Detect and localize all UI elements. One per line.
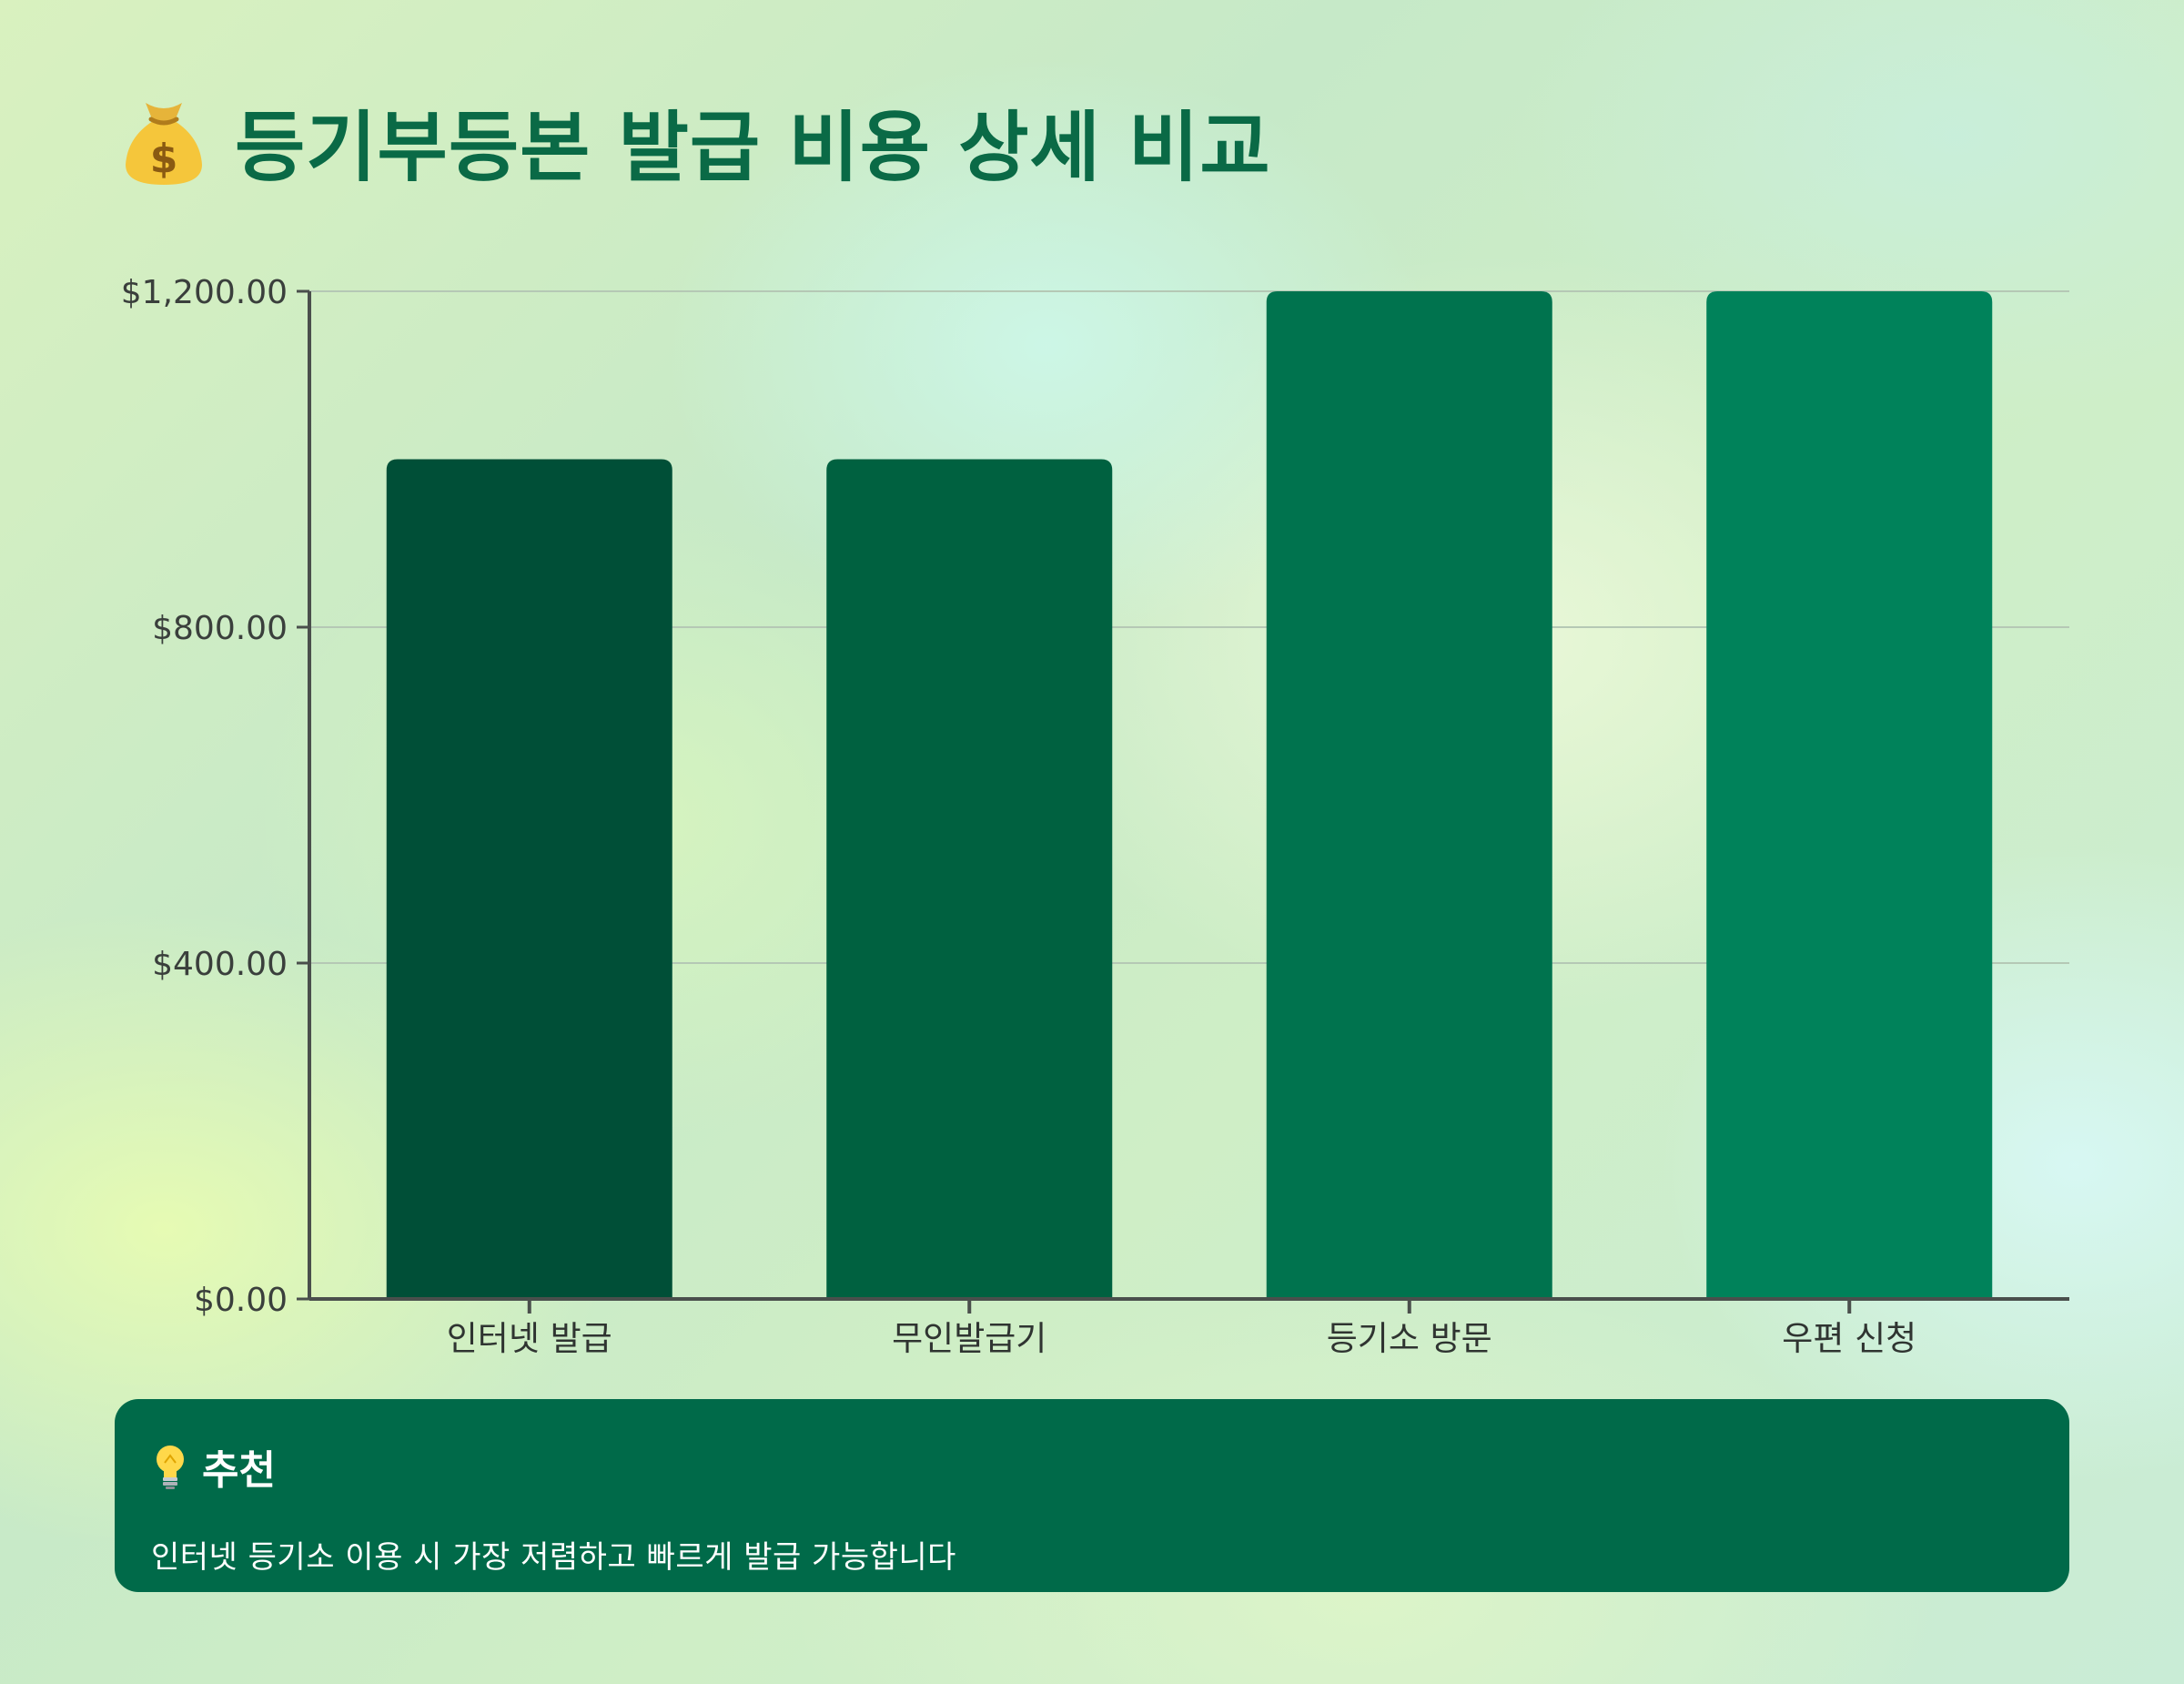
bar bbox=[1706, 291, 1993, 1299]
tick-labels: $0.00 $400.00 $800.00 $1,200.00 인터넷 발급 무인발급기 등… bbox=[121, 274, 1916, 1358]
chart-header: $ 등기부등본 발급 비용 상세 비교 bbox=[118, 91, 1271, 192]
lightbulb-icon bbox=[157, 1446, 184, 1489]
svg-text:$: $ bbox=[150, 136, 178, 182]
bar bbox=[386, 459, 672, 1299]
y-tick-label: $400.00 bbox=[152, 946, 288, 983]
x-tick-label: 등기소 방문 bbox=[1327, 1319, 1492, 1358]
axes bbox=[297, 289, 2069, 1314]
bar bbox=[1266, 291, 1552, 1299]
recommendation-text: 인터넷 등기소 이용 시 가장 저렴하고 빠르게 발급 가능합니다 bbox=[151, 1539, 956, 1576]
recommendation-box: 추천 인터넷 등기소 이용 시 가장 저렴하고 빠르게 발급 가능합니다 bbox=[115, 1399, 2069, 1592]
recommendation-title: 추천 bbox=[202, 1447, 276, 1494]
y-tick-label: $1,200.00 bbox=[121, 274, 288, 311]
x-tick-label: 무인발급기 bbox=[892, 1319, 1046, 1358]
y-tick-label: $800.00 bbox=[152, 610, 288, 647]
bar bbox=[826, 459, 1113, 1299]
page-title: 등기부등본 발급 비용 상세 비교 bbox=[235, 102, 1271, 192]
recommendation-header: 추천 bbox=[151, 1439, 2069, 1494]
x-tick-label: 우편 신청 bbox=[1782, 1319, 1916, 1358]
money-bag-icon: $ bbox=[126, 103, 202, 185]
y-tick-label: $0.00 bbox=[194, 1282, 288, 1319]
x-tick-label: 인터넷 발급 bbox=[447, 1319, 612, 1358]
bars bbox=[386, 291, 1993, 1299]
